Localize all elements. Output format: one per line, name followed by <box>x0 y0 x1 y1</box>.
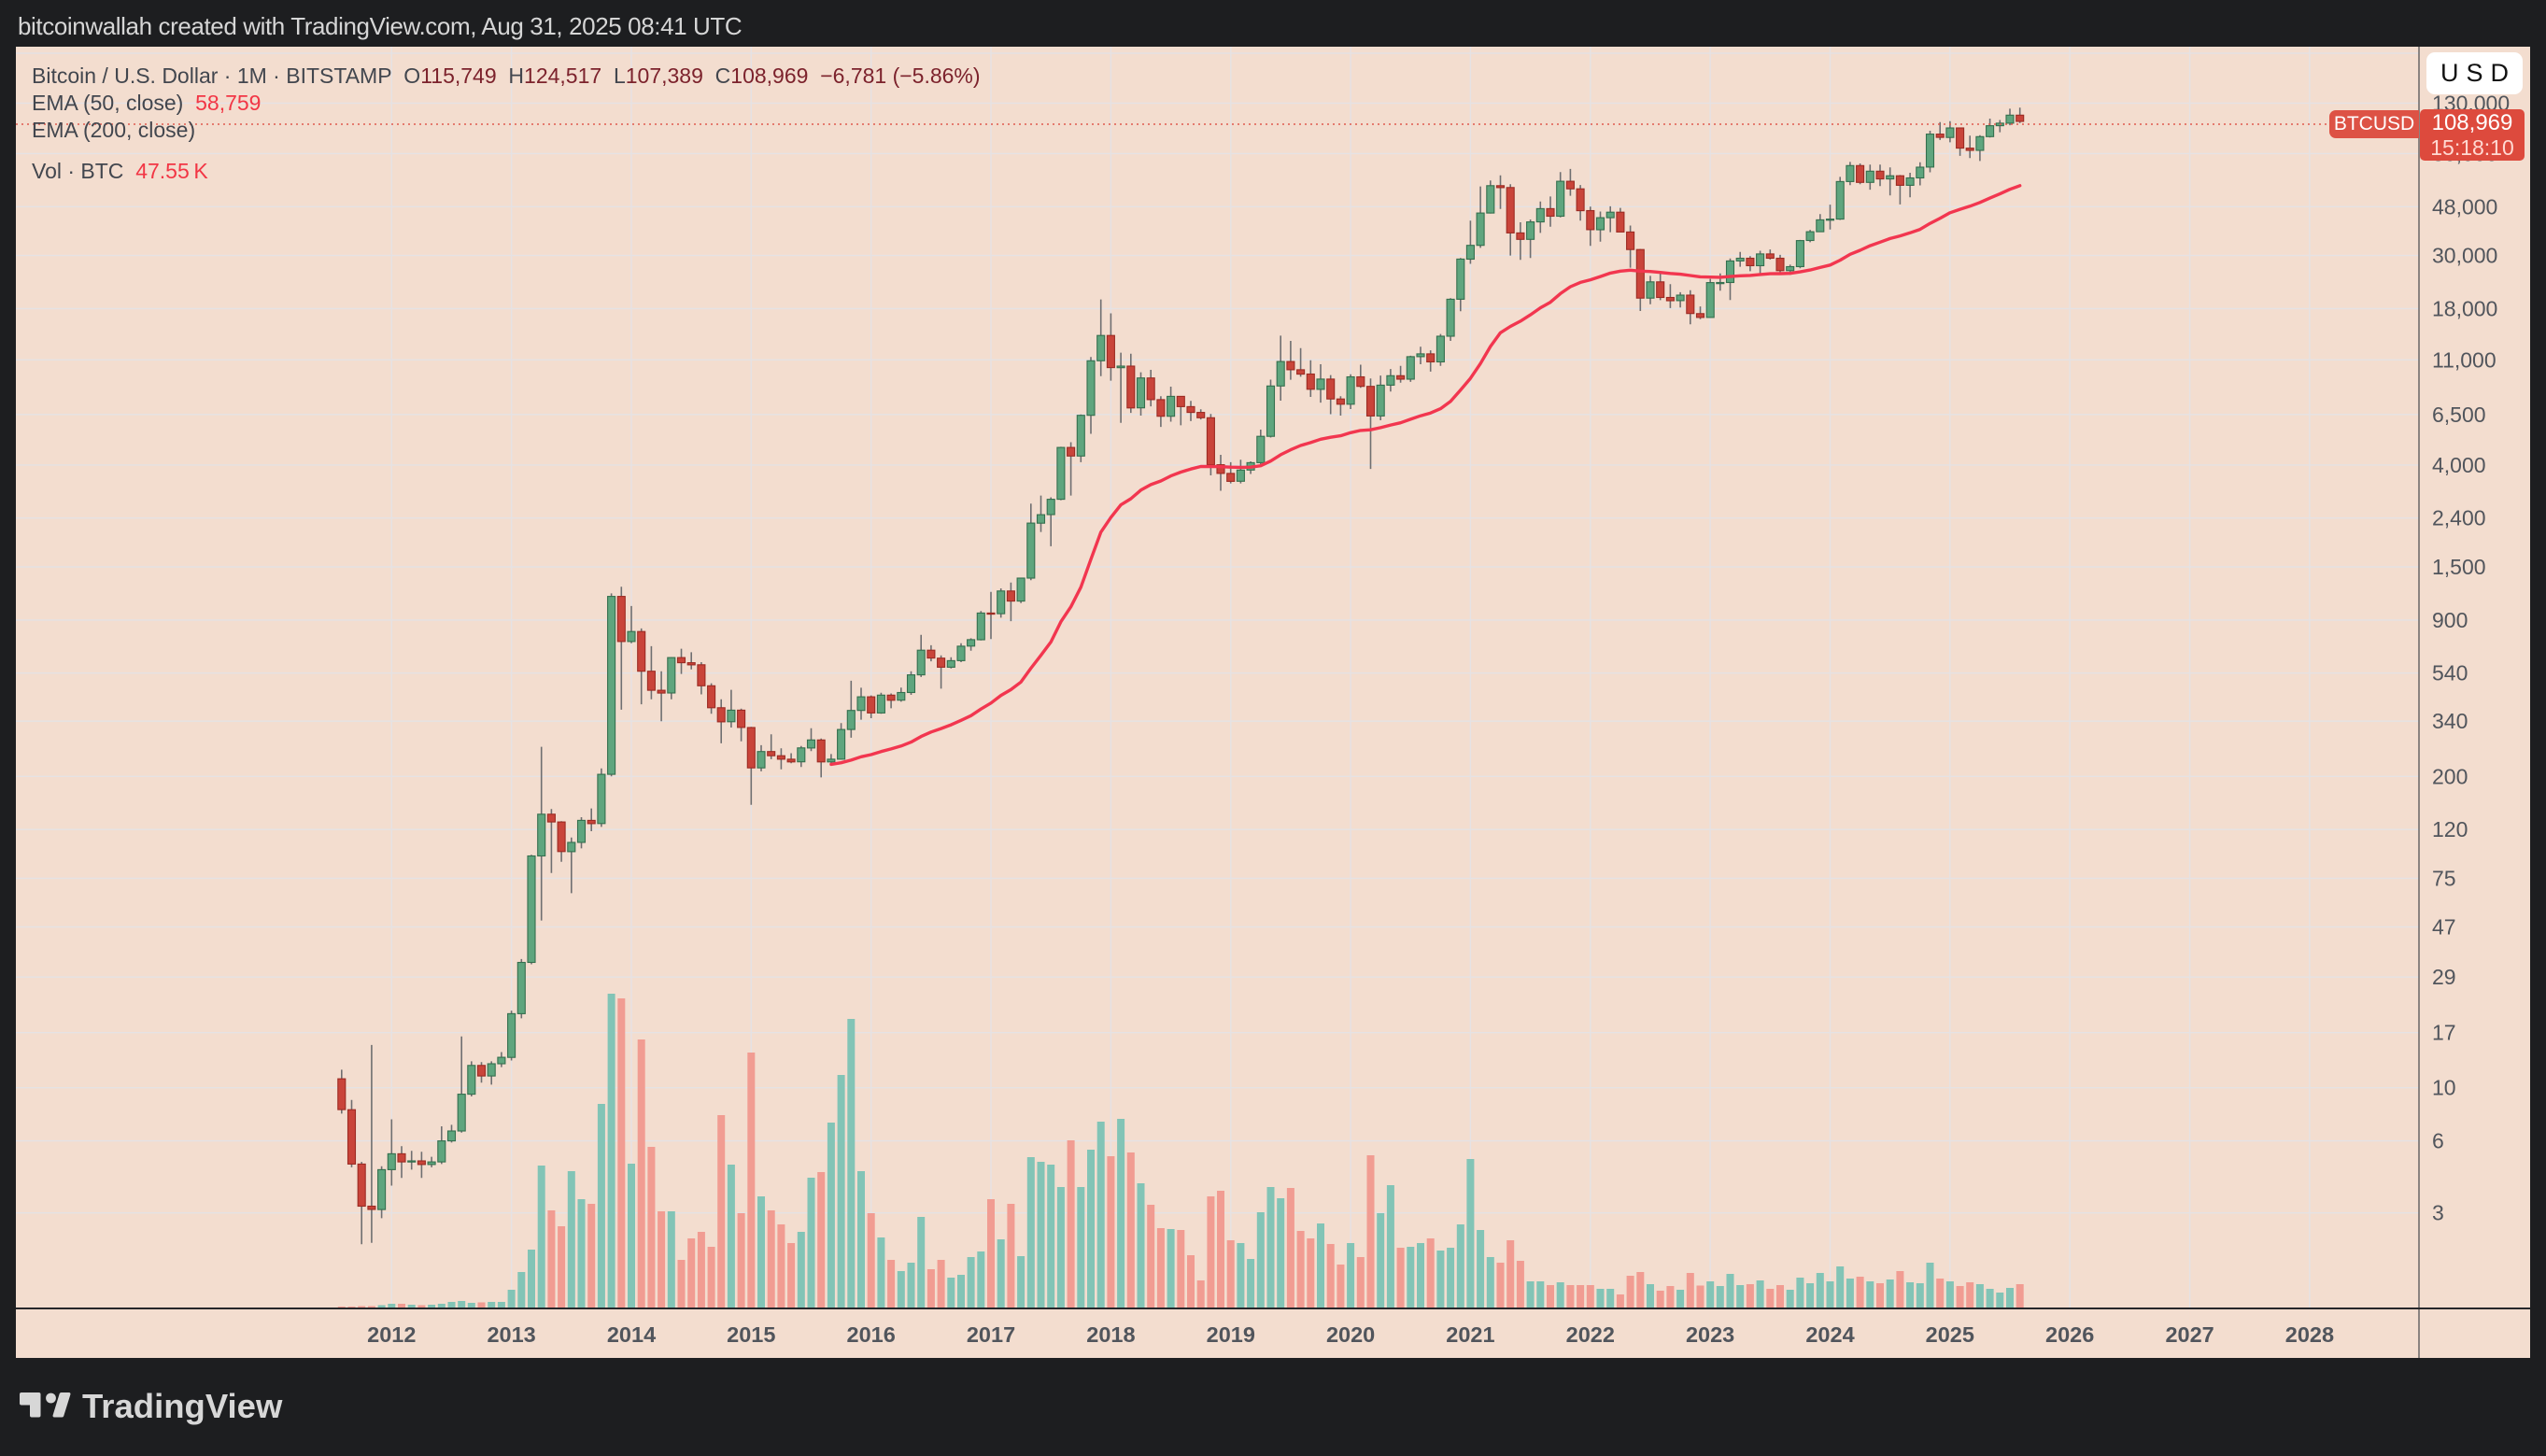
svg-text:29: 29 <box>2432 965 2456 989</box>
svg-text:17: 17 <box>2432 1021 2456 1045</box>
svg-text:11,000: 11,000 <box>2432 347 2496 372</box>
svg-text:75: 75 <box>2432 867 2456 891</box>
svg-text:2025: 2025 <box>1926 1322 1974 1347</box>
svg-text:4,000: 4,000 <box>2432 453 2486 477</box>
svg-text:2021: 2021 <box>1446 1322 1494 1347</box>
svg-text:2016: 2016 <box>847 1322 896 1347</box>
svg-text:2,400: 2,400 <box>2432 506 2486 530</box>
svg-text:2019: 2019 <box>1207 1322 1255 1347</box>
svg-text:200: 200 <box>2432 764 2468 788</box>
svg-text:3: 3 <box>2432 1201 2444 1225</box>
svg-text:2022: 2022 <box>1566 1322 1615 1347</box>
svg-text:2013: 2013 <box>487 1322 535 1347</box>
svg-text:6: 6 <box>2432 1129 2444 1153</box>
svg-text:2024: 2024 <box>1805 1322 1854 1347</box>
svg-text:2012: 2012 <box>367 1322 416 1347</box>
svg-text:6,500: 6,500 <box>2432 403 2486 427</box>
svg-text:2027: 2027 <box>2165 1322 2214 1347</box>
svg-text:2026: 2026 <box>2045 1322 2094 1347</box>
svg-text:900: 900 <box>2432 608 2468 632</box>
svg-text:340: 340 <box>2432 709 2468 733</box>
svg-text:540: 540 <box>2432 661 2468 686</box>
svg-text:2015: 2015 <box>727 1322 775 1347</box>
svg-text:2023: 2023 <box>1686 1322 1734 1347</box>
svg-text:30,000: 30,000 <box>2432 244 2497 268</box>
svg-text:18,000: 18,000 <box>2432 297 2497 321</box>
svg-text:2020: 2020 <box>1326 1322 1375 1347</box>
svg-text:10: 10 <box>2432 1076 2456 1100</box>
svg-text:2018: 2018 <box>1086 1322 1135 1347</box>
svg-text:48,000: 48,000 <box>2432 194 2497 219</box>
svg-text:120: 120 <box>2432 817 2468 841</box>
svg-text:2017: 2017 <box>967 1322 1015 1347</box>
svg-text:1,500: 1,500 <box>2432 555 2486 579</box>
svg-text:2028: 2028 <box>2285 1322 2334 1347</box>
svg-text:47: 47 <box>2432 915 2456 940</box>
svg-text:2014: 2014 <box>607 1322 656 1347</box>
